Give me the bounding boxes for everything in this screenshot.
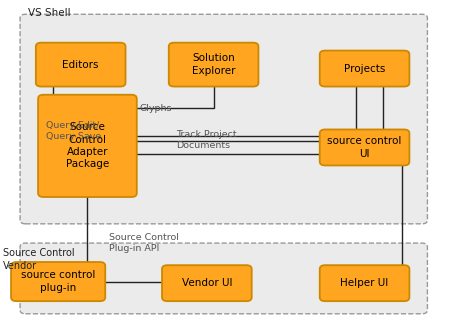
Text: Source Control
Plug-in API: Source Control Plug-in API bbox=[109, 233, 178, 253]
Text: Projects: Projects bbox=[343, 63, 384, 74]
FancyBboxPatch shape bbox=[36, 43, 125, 87]
FancyBboxPatch shape bbox=[319, 129, 409, 165]
Text: Helper UI: Helper UI bbox=[340, 278, 388, 288]
Text: Glyphs: Glyphs bbox=[139, 104, 171, 113]
Text: VS Shell: VS Shell bbox=[28, 8, 70, 18]
FancyBboxPatch shape bbox=[161, 265, 251, 301]
FancyBboxPatch shape bbox=[38, 95, 137, 197]
FancyBboxPatch shape bbox=[11, 262, 105, 301]
Text: Query Edit/
Query Save: Query Edit/ Query Save bbox=[46, 121, 101, 141]
Text: source control
plug-in: source control plug-in bbox=[21, 270, 95, 293]
Text: Track Project
Documents: Track Project Documents bbox=[176, 130, 236, 150]
FancyBboxPatch shape bbox=[319, 265, 409, 301]
FancyBboxPatch shape bbox=[168, 43, 258, 87]
FancyBboxPatch shape bbox=[20, 14, 427, 224]
FancyBboxPatch shape bbox=[319, 50, 409, 87]
Text: Solution
Explorer: Solution Explorer bbox=[191, 53, 235, 76]
Text: Editors: Editors bbox=[62, 60, 99, 70]
Text: Vendor UI: Vendor UI bbox=[181, 278, 231, 288]
Text: Source
Control
Adapter
Package: Source Control Adapter Package bbox=[66, 122, 109, 170]
FancyBboxPatch shape bbox=[20, 243, 427, 314]
Text: source control
UI: source control UI bbox=[327, 136, 401, 158]
Text: Source Control
Vendor: Source Control Vendor bbox=[3, 248, 74, 271]
